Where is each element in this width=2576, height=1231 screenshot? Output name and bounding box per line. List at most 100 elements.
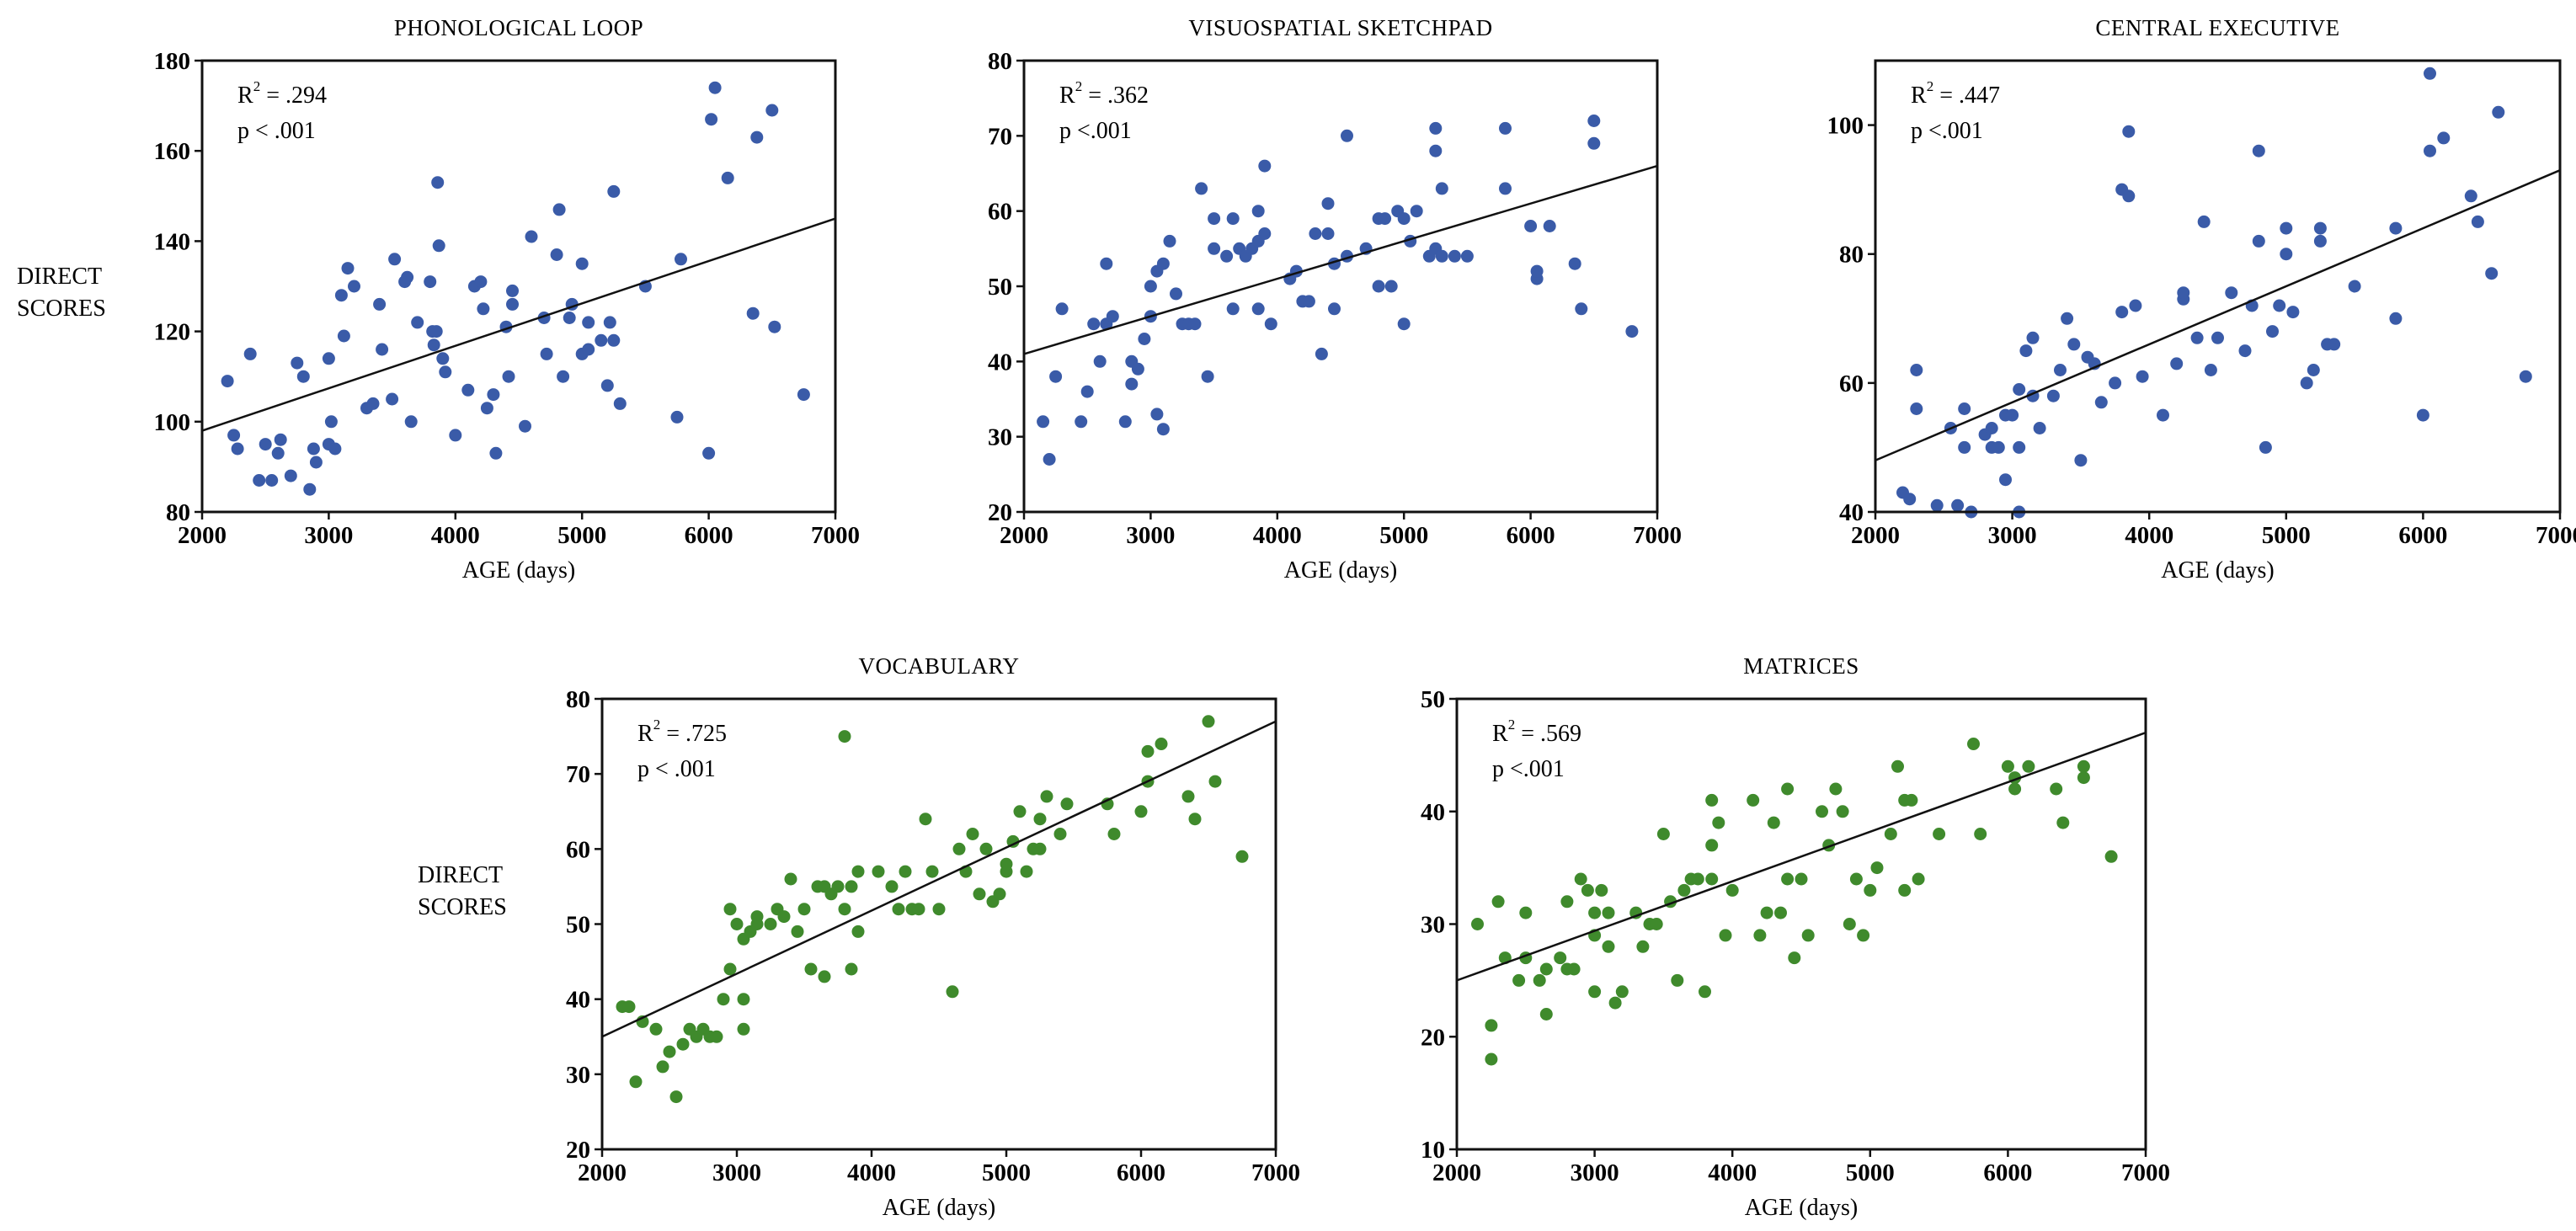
data-point (1857, 929, 1870, 942)
data-point (2157, 408, 2169, 422)
x-tick-label: 3000 (304, 522, 353, 549)
y-tick-label: 50 (566, 912, 590, 939)
data-point (2050, 782, 2063, 796)
data-point (1543, 220, 1556, 232)
data-point (1138, 333, 1151, 345)
data-point (2177, 286, 2190, 300)
data-point (1131, 362, 1144, 376)
data-point (1251, 205, 1265, 218)
data-point (1705, 872, 1719, 886)
data-point (1912, 872, 1925, 886)
x-tick-label: 6000 (1983, 1159, 2032, 1186)
y-tick-label: 100 (1827, 113, 1864, 140)
data-point (1933, 828, 1946, 840)
plot-frame (1874, 59, 2562, 514)
data-point (2313, 234, 2327, 248)
data-point (1125, 377, 1139, 391)
data-point (1774, 906, 1787, 919)
data-point (1087, 317, 1101, 331)
data-point (649, 1022, 663, 1036)
r-squared-superscript: 2 (653, 717, 661, 733)
data-point (768, 320, 781, 333)
data-point (2471, 215, 2484, 228)
r-squared-letter: R (237, 83, 253, 109)
data-point (2437, 131, 2451, 145)
data-point (337, 329, 350, 343)
data-point (1677, 883, 1691, 897)
data-point (461, 383, 475, 397)
x-tick-label: 7000 (811, 522, 860, 549)
data-point (1870, 861, 1884, 875)
data-point (1499, 182, 1512, 195)
data-point (1829, 782, 1843, 796)
data-point (1435, 249, 1448, 263)
data-point (1195, 182, 1208, 195)
data-point (1519, 906, 1533, 919)
data-point (670, 410, 684, 424)
data-point (2197, 215, 2211, 228)
data-point (1767, 816, 1780, 829)
data-point (401, 270, 414, 284)
y-tick-label: 20 (1421, 1024, 1445, 1051)
data-point (436, 352, 450, 365)
y-axis-label-top-line-1: DIRECT (17, 264, 102, 290)
data-point (376, 343, 389, 356)
data-point (603, 316, 616, 329)
data-point (919, 813, 932, 826)
data-point (622, 1000, 636, 1014)
data-point (221, 375, 234, 388)
data-point (721, 171, 734, 184)
x-tick-label: 2000 (178, 522, 227, 549)
x-tick-label: 2000 (1851, 522, 1900, 549)
data-point (2054, 364, 2067, 376)
data-point (1181, 790, 1195, 803)
data-point (1588, 985, 1602, 999)
data-point (411, 316, 424, 329)
data-point (1992, 440, 2005, 454)
data-point (899, 865, 912, 878)
p-value-annotation: p < .001 (237, 118, 316, 144)
data-point (613, 397, 627, 410)
r-squared-superscript: 2 (253, 78, 261, 94)
data-point (2115, 306, 2129, 319)
data-point (1118, 415, 1132, 429)
data-point (1156, 423, 1170, 436)
data-point (784, 872, 797, 886)
data-point (607, 333, 621, 347)
data-point (404, 415, 418, 429)
x-tick-label: 7000 (2121, 1159, 2170, 1186)
r-squared-annotation: R2 = .447 (1911, 78, 2000, 109)
y-axis-label-bottom-line-1: DIRECT (418, 862, 503, 888)
data-point (2328, 338, 2341, 351)
y-tick-label: 120 (154, 319, 191, 346)
data-point (1849, 872, 1863, 886)
data-point (582, 343, 595, 356)
data-point (1141, 744, 1155, 758)
y-tick-label: 50 (988, 274, 1012, 301)
data-point (1321, 197, 1335, 210)
data-point (750, 131, 764, 144)
data-point (525, 230, 538, 243)
data-point (2074, 454, 2088, 467)
data-point (1155, 738, 1168, 750)
r-squared-value: = .725 (660, 721, 727, 747)
y-tick-label: 40 (1839, 499, 1864, 526)
data-point (2307, 364, 2320, 376)
data-point (265, 474, 279, 487)
scatter-panel-2: VISUOSPATIAL SKETCHPAD 20 30 40 50 60 70 80 2000… (988, 15, 1682, 584)
data-point (1075, 415, 1088, 429)
scatter-panel-1: PHONOLOGICAL LOOP 80 100 120 140 160 180 2000 30… (154, 15, 861, 584)
data-point (489, 446, 503, 460)
data-point (1226, 212, 1240, 226)
data-point (1629, 906, 1643, 919)
data-point (307, 442, 320, 456)
panel-title: PHONOLOGICAL LOOP (394, 15, 643, 40)
data-point (550, 248, 563, 261)
regression-line (1875, 169, 2561, 461)
data-point (1788, 951, 1801, 965)
data-point (1460, 249, 1474, 263)
x-axis-label: AGE (days) (462, 557, 576, 584)
r-squared-letter: R (1911, 83, 1927, 109)
data-point (797, 903, 811, 916)
data-point (519, 419, 531, 433)
